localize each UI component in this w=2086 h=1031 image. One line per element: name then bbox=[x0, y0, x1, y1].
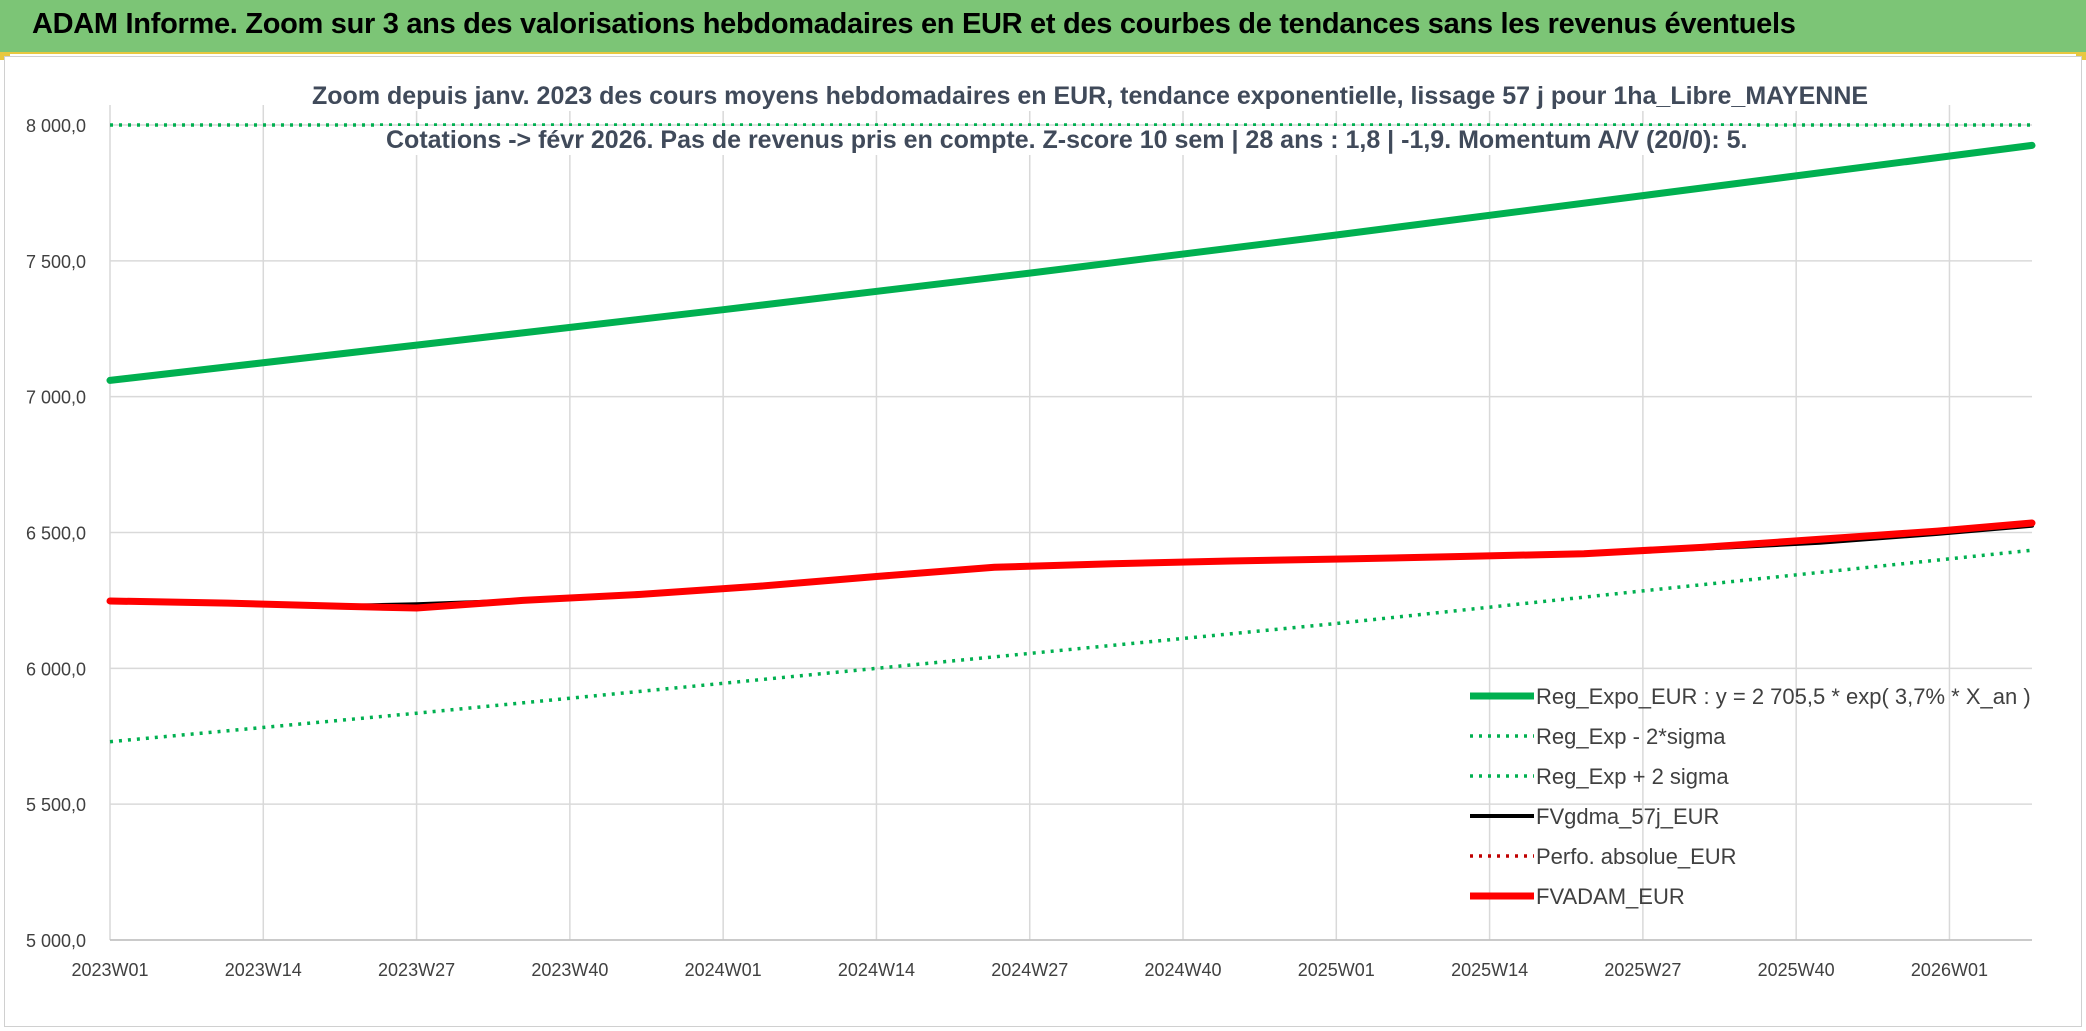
legend-label-2: Reg_Exp + 2 sigma bbox=[1536, 764, 1729, 789]
x-tick-label: 2025W01 bbox=[1298, 960, 1375, 980]
series-line-0 bbox=[106, 141, 2036, 384]
series-layer bbox=[106, 123, 2036, 744]
axis-layer: 5 000,0 5 500,0 6 000,0 6 500,0 7 000,0 7 500… bbox=[26, 116, 2032, 980]
y-tick-label: 5 000,0 bbox=[26, 931, 86, 951]
legend-label-4: Perfo. absolue_EUR bbox=[1536, 844, 1737, 869]
legend-label-3: FVgdma_57j_EUR bbox=[1536, 804, 1719, 829]
chart-title-line-1: Zoom depuis janv. 2023 des cours moyens … bbox=[306, 82, 1875, 111]
y-tick-label: 5 500,0 bbox=[26, 795, 86, 815]
x-tick-label: 2024W40 bbox=[1144, 960, 1221, 980]
x-tick-label: 2025W27 bbox=[1604, 960, 1681, 980]
report-banner: ADAM Informe. Zoom sur 3 ans des valoris… bbox=[0, 0, 2086, 54]
series-line-1 bbox=[109, 548, 2033, 744]
x-tick-label: 2026W01 bbox=[1911, 960, 1988, 980]
y-tick-label: 7 500,0 bbox=[26, 252, 86, 272]
y-tick-label: 6 500,0 bbox=[26, 524, 86, 544]
x-tick-label: 2024W27 bbox=[991, 960, 1068, 980]
x-tick-label: 2023W27 bbox=[378, 960, 455, 980]
report-title: ADAM Informe. Zoom sur 3 ans des valoris… bbox=[32, 8, 1796, 40]
legend-label-0: Reg_Expo_EUR : y = 2 705,5 * exp( 3,7% *… bbox=[1536, 684, 2031, 709]
x-tick-label: 2025W40 bbox=[1758, 960, 1835, 980]
legend: Reg_Expo_EUR : y = 2 705,5 * exp( 3,7% *… bbox=[1470, 684, 2031, 909]
series-line-5 bbox=[106, 519, 2036, 612]
y-tick-label: 7 000,0 bbox=[26, 388, 86, 408]
x-tick-label: 2023W01 bbox=[71, 960, 148, 980]
y-tick-label: 8 000,0 bbox=[26, 116, 86, 136]
x-tick-label: 2024W14 bbox=[838, 960, 915, 980]
legend-label-1: Reg_Exp - 2*sigma bbox=[1536, 724, 1726, 749]
x-tick-label: 2023W14 bbox=[225, 960, 302, 980]
chart-frame bbox=[4, 56, 2082, 1027]
x-tick-label: 2025W14 bbox=[1451, 960, 1528, 980]
chart-title-line-2: Cotations -> févr 2026. Pas de revenus p… bbox=[380, 126, 1754, 155]
x-tick-label: 2023W40 bbox=[531, 960, 608, 980]
x-tick-label: 2024W01 bbox=[685, 960, 762, 980]
legend-label-5: FVADAM_EUR bbox=[1536, 884, 1685, 909]
y-tick-label: 6 000,0 bbox=[26, 659, 86, 679]
grid-layer bbox=[109, 105, 2032, 941]
